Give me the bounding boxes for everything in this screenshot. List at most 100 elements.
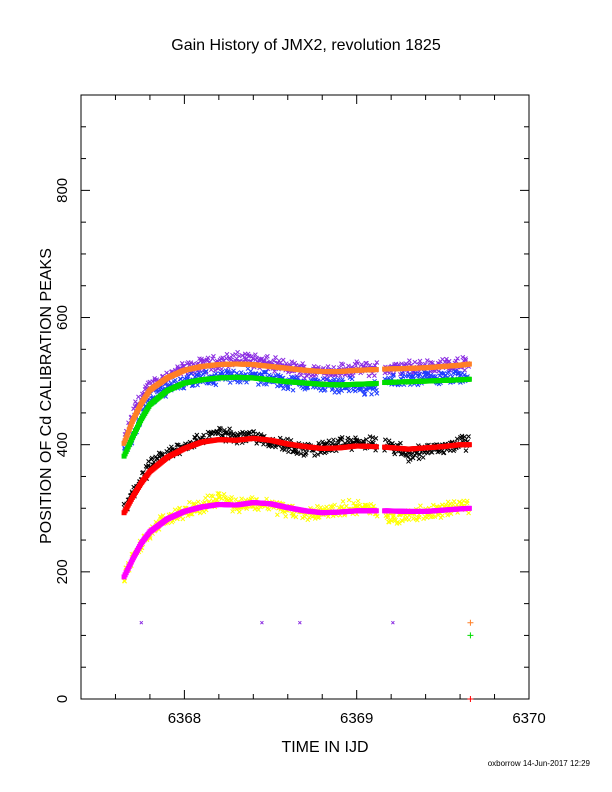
data-point	[374, 513, 380, 519]
data-point	[197, 510, 203, 516]
data-point	[218, 426, 224, 432]
data-point	[121, 440, 127, 446]
data-point	[322, 387, 328, 392]
data-point	[154, 455, 160, 461]
data-point	[213, 382, 219, 388]
data-point	[373, 508, 379, 514]
data-point	[227, 380, 233, 385]
data-point	[312, 453, 317, 458]
data-point	[425, 450, 431, 456]
data-point	[230, 508, 235, 514]
data-point	[391, 372, 396, 378]
data-point	[334, 386, 340, 392]
data-point	[279, 383, 284, 388]
data-point	[324, 504, 329, 510]
data-point	[407, 457, 413, 462]
data-point	[136, 394, 141, 400]
data-point	[249, 354, 255, 359]
data-point	[324, 376, 330, 382]
data-point	[205, 493, 211, 499]
data-point	[196, 370, 202, 376]
data-point	[219, 496, 224, 502]
data-point	[303, 450, 309, 456]
y-tick-label: 200	[54, 559, 71, 584]
data-point	[290, 387, 296, 393]
data-point	[364, 360, 369, 366]
data-point	[320, 439, 325, 445]
y-tick-label: 0	[54, 695, 71, 703]
data-point	[211, 353, 216, 359]
data-point	[336, 390, 342, 395]
data-point	[367, 362, 373, 368]
data-point	[300, 361, 306, 366]
data-point	[467, 619, 474, 626]
data-point	[195, 373, 201, 378]
data-point	[446, 369, 452, 375]
data-point	[414, 517, 420, 523]
data-point	[364, 387, 370, 392]
data-point	[252, 506, 258, 512]
data-point	[448, 511, 454, 517]
data-point	[128, 421, 134, 427]
data-point	[295, 450, 301, 455]
data-point	[236, 509, 242, 515]
data-point	[332, 389, 338, 395]
x-tick-label: 6369	[340, 710, 373, 727]
data-point	[332, 502, 337, 508]
data-point	[325, 364, 331, 369]
data-point	[248, 368, 254, 374]
data-point	[239, 496, 245, 502]
data-point	[231, 368, 236, 374]
data-point	[425, 370, 431, 376]
data-point	[122, 438, 128, 444]
data-point	[432, 514, 438, 519]
data-point	[283, 514, 289, 519]
data-point	[389, 518, 395, 524]
data-point	[372, 363, 378, 368]
data-point	[273, 355, 278, 360]
data-point	[311, 364, 317, 369]
data-point	[201, 432, 207, 438]
data-point	[345, 435, 351, 441]
data-point	[391, 620, 395, 625]
data-point	[249, 495, 255, 500]
data-point	[416, 456, 422, 462]
data-point	[373, 367, 379, 373]
data-point	[453, 358, 459, 364]
data-point	[416, 514, 422, 520]
data-point	[210, 494, 216, 499]
data-point	[391, 371, 396, 377]
data-point	[227, 426, 232, 432]
data-point	[180, 516, 186, 522]
data-point	[272, 369, 277, 374]
data-point	[281, 386, 286, 391]
data-point	[398, 440, 403, 446]
data-point	[339, 504, 345, 509]
data-point	[125, 429, 131, 435]
data-point	[457, 499, 463, 505]
data-point	[439, 371, 445, 376]
data-point	[203, 368, 209, 374]
data-point	[382, 437, 388, 443]
data-point	[461, 498, 466, 504]
data-point	[316, 514, 322, 520]
data-point	[467, 632, 474, 639]
data-point	[265, 353, 270, 359]
data-point	[355, 361, 361, 366]
data-point	[384, 515, 390, 521]
data-point	[406, 517, 412, 523]
plot-credit: oxborrow 14-Jun-2017 12:29	[487, 759, 590, 768]
axis-tick-labels: 0 200 400 600 800 6368 6369 6370	[54, 178, 546, 727]
data-point	[304, 373, 309, 378]
data-point	[466, 434, 471, 439]
data-point	[312, 516, 318, 521]
data-point	[414, 450, 420, 456]
data-point	[174, 442, 180, 448]
data-point	[462, 372, 467, 378]
data-point	[123, 435, 129, 441]
data-point	[373, 444, 379, 450]
data-point	[353, 435, 358, 440]
data-point	[374, 390, 380, 396]
data-point	[302, 376, 308, 381]
